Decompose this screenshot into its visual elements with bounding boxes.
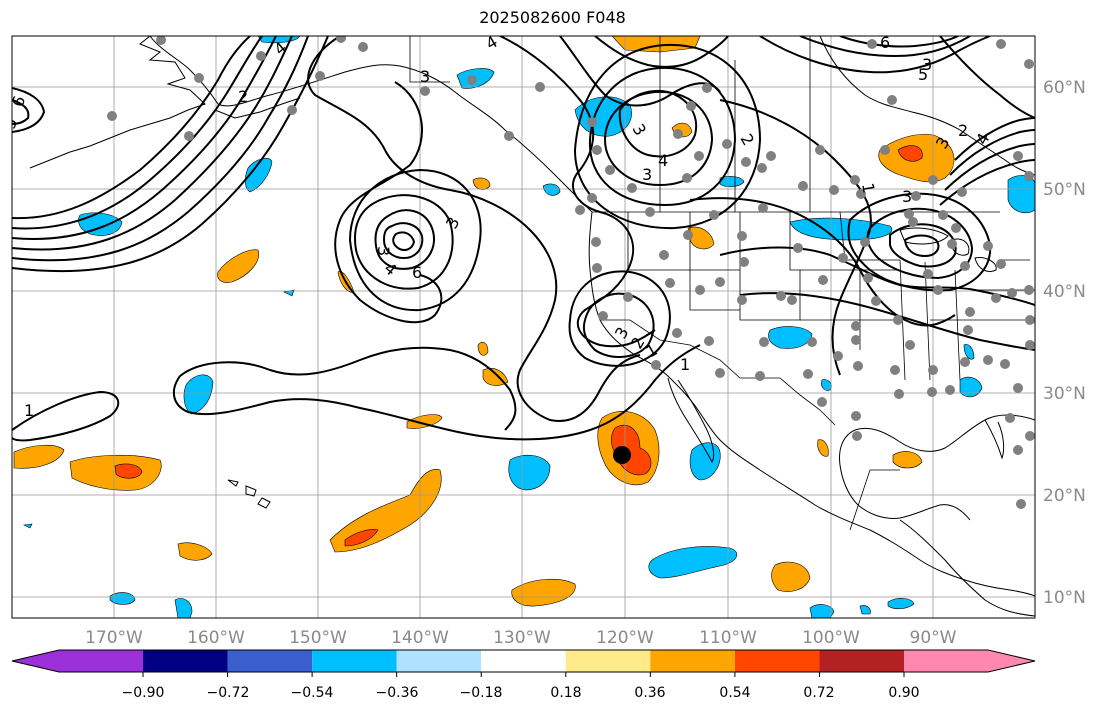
colorbar-tick-label: −0.90 [122,685,165,701]
colorbar-segment [734,650,820,672]
negative-anomaly-shading [22,36,1035,618]
contour-label: 5 [918,65,928,84]
latitude-label: 10°N [1043,588,1086,608]
longitude-label: 110°W [699,628,757,648]
longitude-label: 130°W [493,628,551,648]
colorbar-segment [819,650,904,672]
colorbar-tick-label: −0.72 [207,685,250,701]
highlight-point-marker [613,446,631,464]
colorbar-segment [904,650,988,672]
latitude-label: 60°N [1043,78,1086,98]
colorbar-segment [565,650,651,672]
contour-label: 3 [374,246,393,256]
contour-label: 3 [420,67,430,86]
colorbar-segment [396,650,482,672]
contour-label: 2 [238,87,248,106]
contour-label: 3 [902,187,912,206]
contour-label: 2 [958,121,968,140]
contour-label: 1 [680,355,690,374]
colorbar-outline [11,649,1036,673]
colorbar-tick-labels: −0.90 −0.72 −0.54 −0.36 −0.18 0.18 0.36 … [122,685,920,701]
longitude-label: 120°W [596,628,654,648]
colorbar-lower-extension [12,650,59,672]
longitude-label: 140°W [391,628,449,648]
colorbar-upper-extension [988,650,1035,672]
longitude-label: 100°W [802,628,860,648]
longitude-label: 90°W [910,628,957,648]
colorbar-tick-label: 0.90 [888,685,919,701]
colorbar-segment [650,650,735,672]
colorbar-tick-label: −0.54 [291,685,334,701]
latitude-label: 40°N [1043,282,1086,302]
contour-label: 6 [880,33,890,52]
contour-label: 1 [24,401,34,420]
colorbar-segment [227,650,313,672]
contour-label: 1 [858,181,878,194]
longitude-label: 150°W [289,628,347,648]
map-panel: 1 6 5 4 3 2 3 4 6 3 4 3 2 3 4 3 2 3 5 6 … [0,33,1035,618]
longitude-label: 170°W [85,628,143,648]
colorbar-segment [312,650,397,672]
colorbar-tick-label: 0.36 [634,685,665,701]
colorbar-tick-label: −0.36 [376,685,419,701]
colorbar-segment [481,650,566,672]
latitude-label: 50°N [1043,180,1086,200]
latitude-label: 30°N [1043,384,1086,404]
map-frame [11,35,1036,619]
colorbar-tick-label: 0.72 [803,685,834,701]
contour-label: 4 [658,151,668,170]
colorbar-segment [143,650,228,672]
longitude-label: 160°W [187,628,245,648]
colorbar-segment [59,650,143,672]
station-dots [107,36,1035,509]
colorbar [11,649,1036,677]
contour-label: 5 [0,115,21,131]
colorbar-tick-label: 0.54 [719,685,750,701]
colorbar-tick-label: 0.18 [550,685,581,701]
contour-label: 3 [922,55,932,74]
colorbar-tick-label: −0.18 [460,685,503,701]
latitude-axis: 60°N 50°N 40°N 30°N 20°N 10°N [1043,78,1086,608]
map-title: 2025082600 F048 [479,8,626,27]
coastlines [29,36,1035,617]
contour-label: 6 [412,263,422,282]
latitude-label: 20°N [1043,486,1086,506]
contour-label: 3 [642,165,652,184]
longitude-axis: 170°W 160°W 150°W 140°W 130°W 120°W 110°… [85,628,957,648]
